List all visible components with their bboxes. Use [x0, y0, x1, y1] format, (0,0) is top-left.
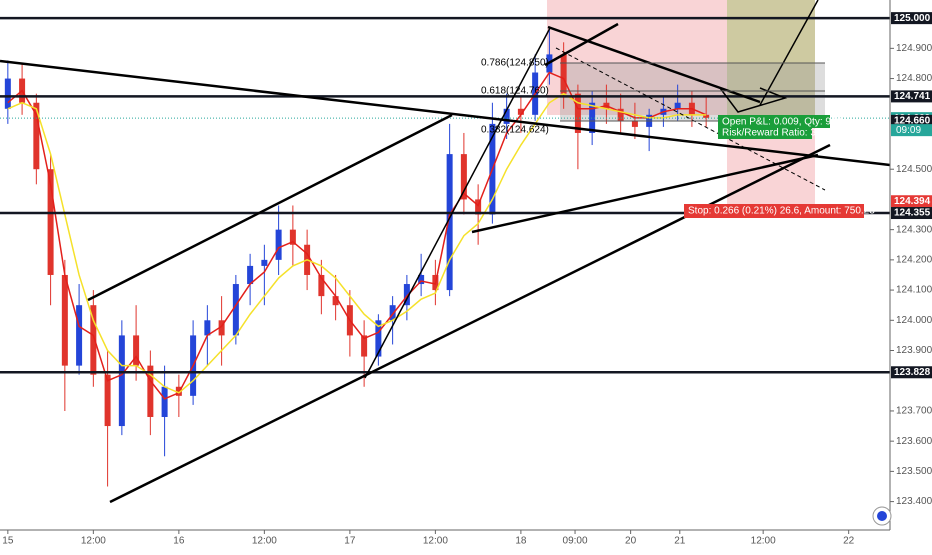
y-tick-label: 123.900 [896, 345, 932, 356]
trend-line [87, 113, 453, 302]
candle-body [133, 335, 140, 366]
y-tick-label: 123.700 [896, 406, 932, 417]
candle-body [460, 154, 467, 200]
trend-line [364, 27, 551, 379]
pnl-box [718, 115, 830, 128]
candle-body [318, 274, 325, 297]
y-tick-label: 124.000 [896, 315, 932, 326]
candle-body [503, 108, 510, 124]
countdown-box [891, 124, 932, 137]
candle-body [560, 54, 567, 94]
rr-box [718, 127, 812, 139]
price-label-box [891, 195, 932, 208]
x-tick-label: 21 [674, 536, 686, 547]
y-tick-label: 123.600 [896, 436, 932, 447]
candle-body [76, 305, 83, 366]
candle-body [33, 102, 40, 170]
candle-body [204, 320, 211, 336]
candle-body [617, 108, 624, 121]
x-tick-label: 12:00 [423, 536, 448, 547]
candle-body [61, 274, 68, 366]
y-tick-label: 123.400 [896, 496, 932, 507]
x-tick-label: 09:00 [563, 536, 588, 547]
y-tick-label: 124.900 [896, 43, 932, 54]
risk-reward: Risk/Reward Ratio: 3.47 [722, 128, 830, 139]
y-tick-label: 124.200 [896, 255, 932, 266]
price-label: 124.741 [894, 91, 931, 102]
open-pnl: Open P&L: 0.009, Qty: 939 [722, 117, 843, 128]
candle-body [147, 365, 154, 417]
price-label-box [891, 90, 932, 103]
x-tick-label: 17 [344, 536, 356, 547]
candle-body [361, 335, 368, 357]
candle-body [218, 320, 225, 336]
price-label-box [891, 207, 932, 220]
candle-body [389, 305, 396, 321]
axes: 124.900 124.800 124.500 124.300 124.200 124.1… [2, 12, 932, 547]
fib-label: 0.382(124.624) [481, 125, 549, 136]
candle-body [4, 78, 11, 109]
candle-body [475, 199, 482, 215]
candle-body [418, 274, 425, 285]
stop-label: Stop: 0.266 (0.21%) 26.6, Amount: 750.23 [688, 206, 875, 217]
candle-body [403, 284, 410, 306]
triangle [719, 87, 788, 113]
x-tick-label: 15 [2, 536, 14, 547]
fib-label: 0.618(124.760) [481, 86, 549, 97]
x-tick-label: 16 [173, 536, 185, 547]
x-tick-label: 22 [843, 536, 855, 547]
candle-body [275, 229, 282, 260]
countdown: 09:09 [896, 125, 921, 136]
candle-body [47, 169, 54, 275]
trend-line [544, 22, 619, 67]
candle-body [446, 154, 453, 291]
candle-body [375, 320, 382, 357]
candle-body [261, 259, 268, 266]
stop-box [684, 204, 864, 218]
y-tick-label: 124.300 [896, 224, 932, 235]
x-tick-label: 18 [515, 536, 527, 547]
candle-body [631, 120, 638, 127]
candle-body [332, 296, 339, 306]
price-label-box [891, 12, 932, 25]
x-tick-label: 12:00 [751, 536, 776, 547]
candle-body [574, 93, 581, 133]
y-tick-label: 124.800 [896, 73, 932, 84]
price-label: 124.355 [894, 208, 931, 219]
trend-line [0, 59, 891, 167]
candle-body [289, 229, 296, 245]
target-line [759, 0, 819, 106]
candle-body [90, 305, 97, 375]
trend-line [547, 25, 761, 104]
candle-body [161, 386, 168, 417]
x-tick-label: 12:00 [252, 536, 277, 547]
logo-dot [877, 511, 887, 521]
price-label: 124.394 [894, 196, 931, 207]
fib-label: 0.786(124.850) [481, 58, 549, 69]
moving-average [7, 92, 707, 394]
y-tick-label: 123.500 [896, 466, 932, 477]
candle-body [517, 108, 524, 115]
price-label: 125.000 [894, 13, 931, 24]
dashed-line [555, 47, 826, 191]
candle-body [104, 374, 111, 427]
price-label-box [891, 366, 932, 379]
x-tick-label: 20 [625, 536, 637, 547]
price-label: 123.828 [894, 367, 931, 378]
candle-body [247, 265, 254, 285]
candle-body [589, 102, 596, 133]
x-axis-area [0, 530, 932, 550]
price-label: 124.660 [894, 116, 931, 127]
x-tick-label: 12:00 [81, 536, 106, 547]
candle-body [674, 102, 681, 109]
candle-body [118, 335, 125, 427]
y-tick-label: 124.500 [896, 164, 932, 175]
candle-body [703, 114, 710, 118]
plot [0, 16, 890, 487]
candle-body [232, 284, 239, 336]
price-label-box [891, 114, 932, 127]
y-tick-label: 124.100 [896, 285, 932, 296]
trend-line [471, 153, 819, 234]
